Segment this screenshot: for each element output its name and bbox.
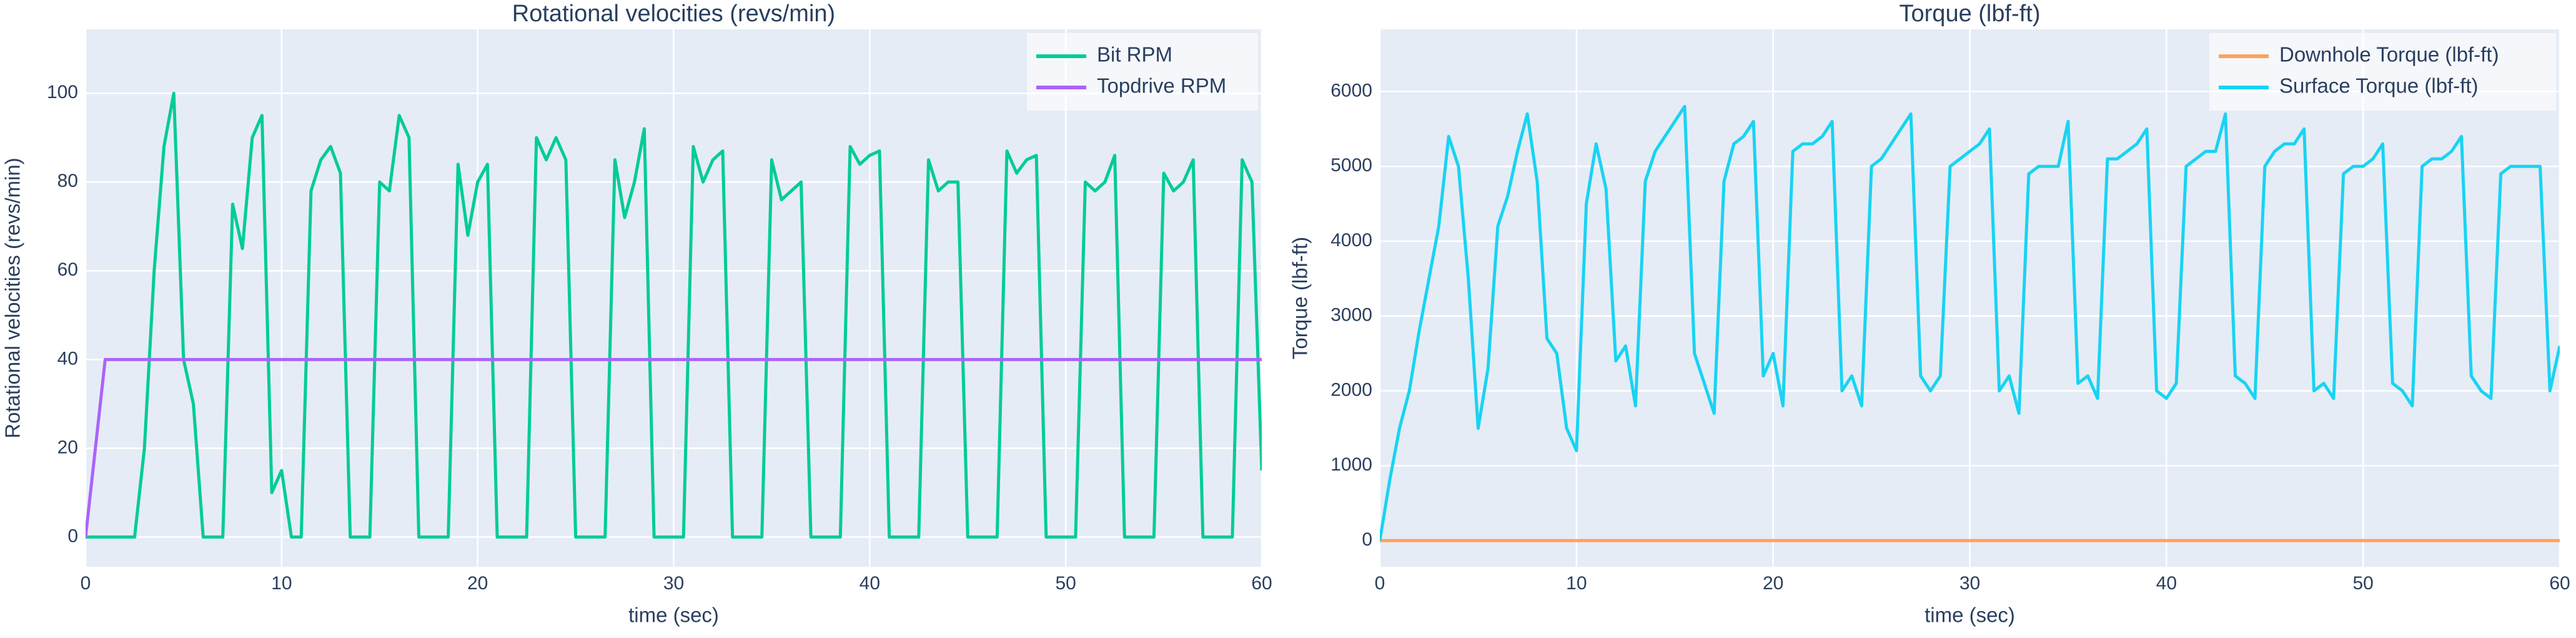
chart-title: Torque (lbf-ft) (1900, 1, 2041, 27)
x-tick-label: 0 (81, 573, 91, 594)
x-tick-label: 30 (1959, 573, 1980, 594)
y-tick-label: 40 (57, 348, 78, 369)
x-tick-label: 60 (1251, 573, 1272, 594)
x-tick-label: 10 (271, 573, 292, 594)
x-tick-label: 50 (2352, 573, 2373, 594)
legend: Bit RPM Topdrive RPM (1027, 33, 1258, 111)
subplot: 0 10 20 30 40 50 60 0 1000 2000 3000 4000 5000 6000 To… (1289, 1, 2570, 627)
series-line (86, 357, 1262, 537)
y-tick-label: 0 (67, 526, 78, 546)
legend-label: Topdrive RPM (1097, 74, 1226, 97)
y-tick-label: 20 (57, 437, 78, 457)
y-tick-label: 1000 (1330, 454, 1372, 475)
y-tick-label: 100 (47, 82, 78, 102)
legend-box (1027, 33, 1258, 111)
legend: Downhole Torque (lbf-ft) Surface Torque (… (2209, 33, 2556, 111)
x-tick-label: 0 (1375, 573, 1385, 594)
x-tick-label: 20 (467, 573, 488, 594)
x-tick-label: 60 (2549, 573, 2570, 594)
legend-label: Downhole Torque (lbf-ft) (2279, 43, 2499, 66)
legend-label: Surface Torque (lbf-ft) (2279, 74, 2479, 97)
y-tick-label: 4000 (1330, 230, 1372, 251)
y-tick-label: 6000 (1330, 80, 1372, 101)
x-tick-label: 40 (859, 573, 880, 594)
chart-title: Rotational velocities (revs/min) (512, 1, 835, 27)
x-tick-label: 50 (1055, 573, 1076, 594)
series-line (86, 91, 1262, 539)
legend-label: Bit RPM (1097, 43, 1172, 66)
y-tick-label: 3000 (1330, 305, 1372, 326)
series-line (1380, 104, 2560, 541)
x-tick-label: 20 (1763, 573, 1783, 594)
y-tick-label: 0 (1362, 529, 1372, 550)
x-axis-title: time (sec) (1925, 604, 2015, 627)
legend-box (2209, 33, 2556, 111)
y-tick-label: 60 (57, 259, 78, 280)
x-axis-title: time (sec) (628, 604, 719, 627)
subplot: 0 10 20 30 40 50 60 0 20 40 60 80 100 Rotational velo… (1, 1, 1272, 627)
y-axis-title: Rotational velocities (revs/min) (1, 157, 24, 438)
x-tick-label: 40 (2156, 573, 2177, 594)
y-tick-label: 5000 (1330, 155, 1372, 176)
y-tick-label: 2000 (1330, 379, 1372, 400)
x-tick-label: 30 (663, 573, 684, 594)
y-tick-label: 80 (57, 171, 78, 191)
x-tick-label: 10 (1566, 573, 1587, 594)
y-axis-title: Torque (lbf-ft) (1289, 237, 1312, 359)
